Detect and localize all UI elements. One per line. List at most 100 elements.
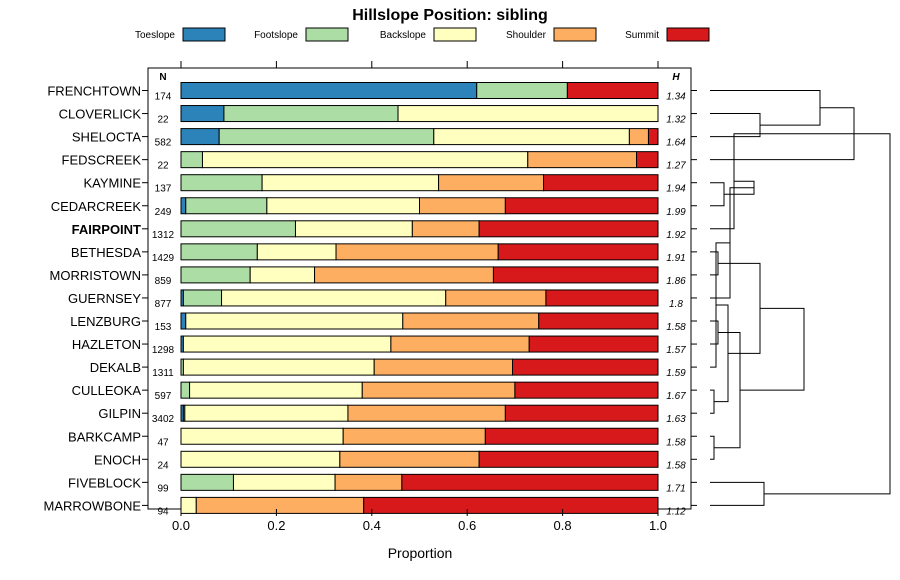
row-label-shelocta: SHELOCTA [72, 130, 141, 145]
x-axis: 0.0 0.2 0.4 0.6 0.8 1.0 [142, 61, 697, 533]
row-guernsey: GUERNSEY 877 1.8 [68, 289, 683, 310]
bar-segment-hazleton-backslope [182, 335, 392, 353]
row-label-culleoka: CULLEOKA [72, 383, 142, 398]
row-bethesda: BETHESDA 1429 1.91 [71, 243, 686, 264]
row-gilpin: GILPIN 3402 1.63 [98, 404, 686, 425]
bar-segment-cedarcreek-backslope [266, 197, 420, 215]
row-label-barkcamp: BARKCAMP [68, 429, 141, 444]
n-value-fairpoint: 1312 [152, 230, 175, 241]
legend-swatch-shoulder [553, 27, 597, 42]
row-barkcamp: BARKCAMP 47 1.58 [68, 427, 686, 448]
legend: Toeslope Footslope Backslope Shoulder Summit [135, 27, 710, 42]
h-value-gilpin: 1.63 [666, 414, 686, 425]
row-fiveblock: FIVEBLOCK 99 1.71 [68, 473, 686, 494]
h-value-fedscreek: 1.27 [666, 161, 686, 172]
dendrogram-link-16 [740, 307, 805, 391]
n-value-dekalb: 1311 [152, 368, 174, 379]
legend-label-backslope: Backslope [380, 30, 427, 41]
dendrogram-link-14 [718, 262, 761, 354]
x-tick-label-2: 0.4 [363, 518, 381, 533]
bar-segment-dekalb-shoulder [373, 358, 514, 376]
x-axis-label: Proportion [388, 545, 453, 561]
n-value-enoch: 24 [157, 460, 169, 471]
row-label-marrowbone: MARROWBONE [44, 498, 142, 513]
row-hazleton: HAZLETON 1298 1.57 [72, 335, 686, 356]
bar-segment-shelocta-summit [647, 128, 659, 146]
n-value-morristown: 859 [155, 276, 172, 287]
bar-segment-barkcamp-backslope [180, 427, 344, 445]
bar-segment-culleoka-backslope [189, 381, 363, 399]
row-label-bethesda: BETHESDA [71, 245, 141, 260]
bar-segment-lenzburg-shoulder [402, 312, 540, 330]
bar-segment-cedarcreek-footslope [185, 197, 268, 215]
n-value-lenzburg: 153 [155, 322, 172, 333]
bar-segment-dekalb-backslope [182, 358, 375, 376]
bar-segment-bethesda-footslope [180, 243, 258, 261]
x-tick-label-3: 0.6 [458, 518, 476, 533]
legend-swatch-footslope [305, 27, 349, 42]
bar-segment-enoch-shoulder [339, 450, 480, 468]
bar-segment-marrowbone-summit [363, 496, 659, 514]
row-cedarcreek: CEDARCREEK 249 1.99 [51, 197, 686, 218]
bar-segment-enoch-backslope [180, 450, 341, 468]
row-label-morristown: MORRISTOWN [50, 268, 141, 283]
legend-swatch-summit [666, 27, 710, 42]
bar-segment-kaymine-footslope [180, 174, 263, 192]
bar-segment-lenzburg-backslope [185, 312, 404, 330]
row-label-dekalb: DEKALB [90, 360, 141, 375]
bar-segment-frenchtown-summit [566, 82, 659, 99]
bar-segment-culleoka-footslope [180, 381, 191, 399]
row-lenzburg: LENZBURG 153 1.58 [70, 312, 686, 333]
h-value-guernsey: 1.8 [669, 299, 683, 310]
row-morristown: MORRISTOWN 859 1.86 [50, 266, 686, 287]
bar-segment-bethesda-backslope [256, 243, 337, 261]
n-value-bethesda: 1429 [152, 253, 175, 264]
bar-segment-fairpoint-summit [478, 220, 659, 238]
bar-segment-frenchtown-footslope [476, 82, 568, 99]
row-label-fiveblock: FIVEBLOCK [68, 475, 141, 490]
dendrogram-link-3 [710, 182, 725, 207]
h-value-fiveblock: 1.71 [666, 483, 685, 494]
h-value-morristown: 1.86 [666, 276, 686, 287]
h-column-header: H [672, 72, 680, 83]
h-value-lenzburg: 1.58 [666, 322, 686, 333]
row-label-fairpoint: FAIRPOINT [72, 222, 141, 237]
bar-segment-kaymine-shoulder [438, 174, 545, 192]
bar-segment-cloverlick-footslope [223, 105, 399, 123]
bar-segment-bethesda-shoulder [335, 243, 499, 261]
bar-segment-morristown-backslope [249, 266, 316, 284]
bar-segment-barkcamp-shoulder [342, 427, 486, 445]
row-label-cedarcreek: CEDARCREEK [51, 199, 142, 214]
row-label-lenzburg: LENZBURG [70, 314, 141, 329]
h-value-frenchtown: 1.34 [666, 92, 686, 103]
bar-segment-frenchtown-toeslope [180, 82, 478, 99]
legend-swatch-toeslope [182, 27, 226, 42]
n-value-fiveblock: 99 [157, 483, 169, 494]
h-value-shelocta: 1.64 [666, 138, 686, 149]
bar-segment-fairpoint-shoulder [411, 220, 480, 238]
bar-segment-fiveblock-backslope [232, 473, 336, 491]
bar-segment-marrowbone-shoulder [195, 496, 365, 514]
bar-segment-fiveblock-shoulder [334, 473, 403, 491]
row-label-hazleton: HAZLETON [72, 337, 141, 352]
n-value-barkcamp: 47 [157, 437, 169, 448]
n-value-fedscreek: 22 [157, 161, 169, 172]
bar-segment-cloverlick-toeslope [180, 105, 225, 123]
dendrogram-link-9 [710, 389, 715, 414]
row-label-gilpin: GILPIN [98, 406, 141, 421]
legend-label-footslope: Footslope [254, 30, 298, 41]
bar-segment-marrowbone-backslope [180, 496, 197, 514]
bar-segment-bethesda-summit [497, 243, 659, 261]
n-value-culleoka: 597 [155, 391, 172, 402]
bar-segment-morristown-shoulder [314, 266, 494, 284]
bar-segment-shelocta-shoulder [628, 128, 649, 146]
n-value-cloverlick: 22 [157, 115, 169, 126]
row-label-guernsey: GUERNSEY [68, 291, 141, 306]
bar-segment-kaymine-summit [543, 174, 659, 192]
h-value-enoch: 1.58 [666, 460, 686, 471]
n-value-shelocta: 582 [155, 138, 172, 149]
bar-segment-culleoka-shoulder [361, 381, 516, 399]
row-enoch: ENOCH 24 1.58 [94, 450, 686, 471]
dendrogram-link-1 [710, 90, 821, 126]
